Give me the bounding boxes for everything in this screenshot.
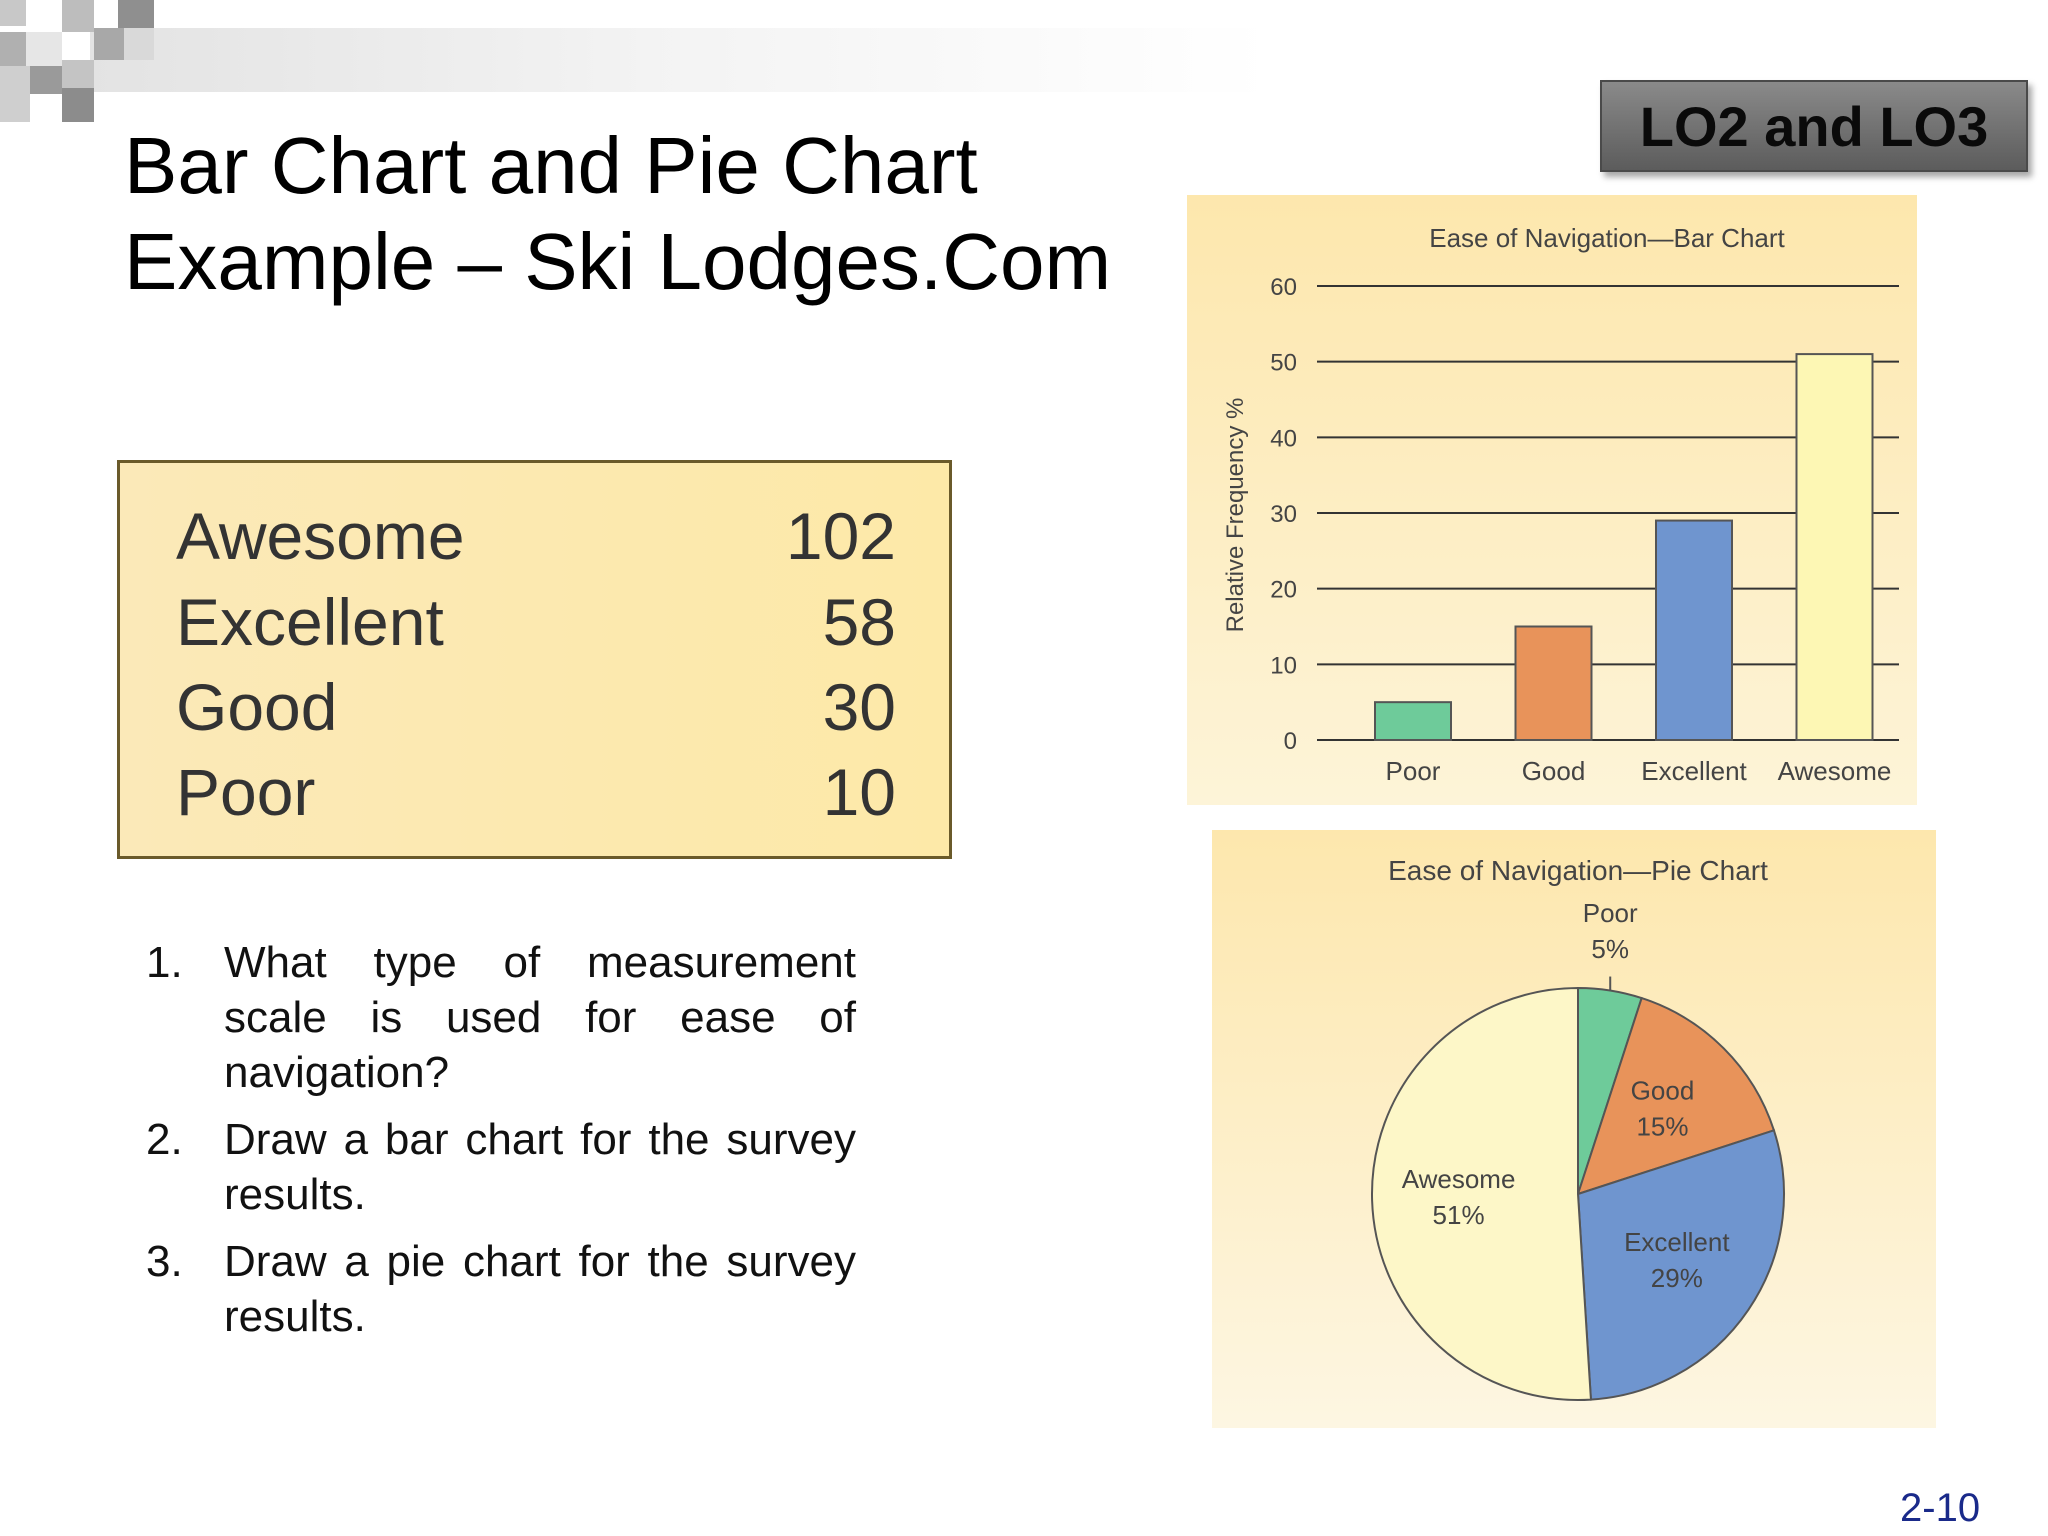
pie-label-name: Awesome bbox=[1402, 1164, 1516, 1194]
table-row-label: Poor bbox=[176, 750, 315, 834]
pie-label-name: Excellent bbox=[1624, 1227, 1730, 1257]
question-number: 2. bbox=[146, 1112, 183, 1167]
bar-chart-panel: Ease of Navigation—Bar Chart Relative Fr… bbox=[1187, 195, 1917, 805]
page-number: 2-10 bbox=[1900, 1486, 1980, 1531]
x-tick-label: Poor bbox=[1386, 756, 1441, 786]
pie-slice-awesome bbox=[1372, 988, 1591, 1400]
bar-poor bbox=[1375, 702, 1451, 740]
y-tick-label: 10 bbox=[1270, 652, 1297, 679]
list-item: 2. Draw a bar chart for the survey resul… bbox=[146, 1112, 856, 1222]
question-text: What type of measurement scale is used f… bbox=[224, 938, 856, 1097]
question-list: 1. What type of measurement scale is use… bbox=[146, 935, 856, 1356]
pie-label-percent: 29% bbox=[1651, 1263, 1703, 1293]
x-tick-label: Excellent bbox=[1641, 756, 1747, 786]
table-row-value: 10 bbox=[823, 750, 896, 834]
table-row: Good 30 bbox=[176, 665, 896, 749]
x-tick-label: Good bbox=[1522, 756, 1586, 786]
bar-good bbox=[1516, 627, 1592, 741]
pie-label-name: Good bbox=[1631, 1076, 1695, 1106]
list-item: 3. Draw a pie chart for the survey resul… bbox=[146, 1234, 856, 1344]
table-row: Excellent 58 bbox=[176, 580, 896, 664]
y-tick-label: 20 bbox=[1270, 577, 1297, 604]
pie-label-percent: 51% bbox=[1433, 1200, 1485, 1230]
table-row: Awesome 102 bbox=[176, 494, 896, 578]
learning-objective-badge: LO2 and LO3 bbox=[1600, 80, 2028, 172]
y-tick-label: 40 bbox=[1270, 425, 1297, 452]
list-item: 1. What type of measurement scale is use… bbox=[146, 935, 856, 1100]
pie-label-percent: 15% bbox=[1636, 1112, 1688, 1142]
table-row-value: 58 bbox=[823, 580, 896, 664]
question-text: Draw a pie chart for the survey results. bbox=[224, 1237, 856, 1341]
y-tick-label: 30 bbox=[1270, 501, 1297, 528]
pie-label-name: Poor bbox=[1583, 898, 1638, 928]
y-tick-label: 50 bbox=[1270, 350, 1297, 377]
header-band bbox=[90, 28, 1480, 92]
survey-table: Awesome 102 Excellent 58 Good 30 Poor 10 bbox=[117, 460, 952, 859]
y-tick-label: 0 bbox=[1284, 728, 1297, 755]
table-row-label: Awesome bbox=[176, 494, 465, 578]
question-number: 1. bbox=[146, 935, 183, 990]
bar-chart-title: Ease of Navigation—Bar Chart bbox=[1429, 223, 1785, 253]
pie-label-percent: 5% bbox=[1591, 934, 1629, 964]
pie-chart: Ease of Navigation—Pie Chart Poor 5% Good 1… bbox=[1212, 830, 1936, 1428]
page-title: Bar Chart and Pie Chart Example – Ski Lo… bbox=[124, 118, 1124, 310]
pie-chart-panel: Ease of Navigation—Pie Chart Poor 5% Good 1… bbox=[1212, 830, 1936, 1428]
bar-awesome bbox=[1797, 354, 1873, 740]
table-row-value: 102 bbox=[786, 494, 896, 578]
question-text: Draw a bar chart for the survey results. bbox=[224, 1115, 856, 1219]
y-tick-label: 60 bbox=[1270, 274, 1297, 301]
table-row: Poor 10 bbox=[176, 750, 896, 834]
x-tick-label: Awesome bbox=[1778, 756, 1892, 786]
bar-excellent bbox=[1656, 521, 1732, 740]
table-row-value: 30 bbox=[823, 665, 896, 749]
pie-chart-title: Ease of Navigation—Pie Chart bbox=[1388, 855, 1768, 886]
table-row-label: Good bbox=[176, 665, 337, 749]
question-number: 3. bbox=[146, 1234, 183, 1289]
bar-chart: Ease of Navigation—Bar Chart Relative Fr… bbox=[1187, 195, 1917, 805]
table-row-label: Excellent bbox=[176, 580, 444, 664]
bar-chart-ylabel: Relative Frequency % bbox=[1222, 398, 1249, 633]
